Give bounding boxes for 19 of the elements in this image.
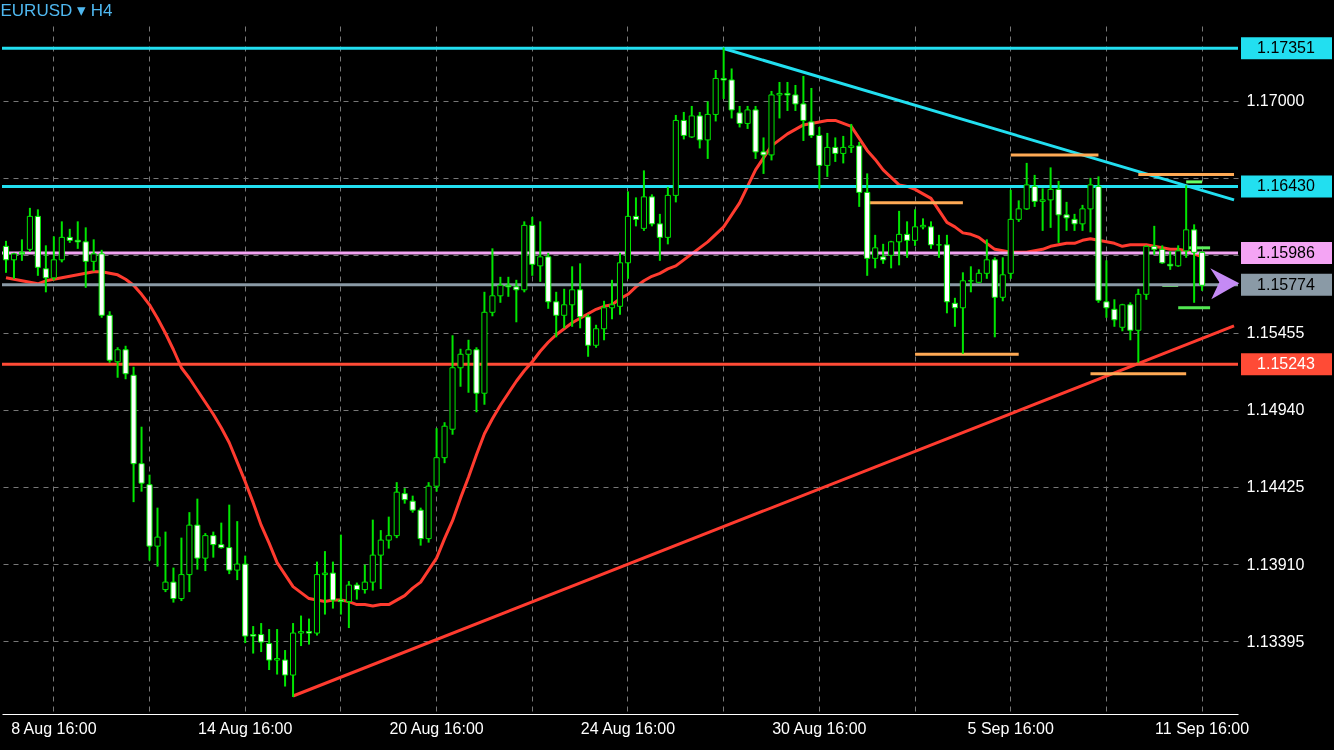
ref-line-label: 1.16430 (1257, 177, 1316, 195)
ref-line-label: 1.17351 (1257, 39, 1316, 57)
chart-title: EURUSD ▾ H4 (0, 1, 113, 20)
y-tick-label: 1.13910 (1246, 555, 1305, 573)
ref-line-label: 1.15986 (1257, 243, 1316, 261)
x-tick-label: 11 Sep 16:00 (1155, 719, 1250, 737)
x-tick-label: 8 Aug 16:00 (11, 719, 97, 737)
y-tick-label: 1.15455 (1246, 324, 1305, 342)
ref-line-label: 1.15774 (1257, 275, 1316, 293)
ref-line-label: 1.15243 (1257, 355, 1316, 373)
x-tick-label: 24 Aug 16:00 (580, 719, 676, 737)
y-tick-label: 1.14940 (1246, 401, 1305, 419)
y-tick-label: 1.17000 (1246, 92, 1305, 110)
y-tick-label: 1.14425 (1246, 478, 1305, 496)
y-tick-label: 1.13395 (1246, 632, 1305, 650)
x-tick-label: 20 Aug 16:00 (389, 719, 484, 737)
x-tick-label: 14 Aug 16:00 (198, 719, 293, 737)
x-tick-label: 30 Aug 16:00 (772, 719, 867, 737)
x-tick-label: 5 Sep 16:00 (967, 719, 1054, 737)
